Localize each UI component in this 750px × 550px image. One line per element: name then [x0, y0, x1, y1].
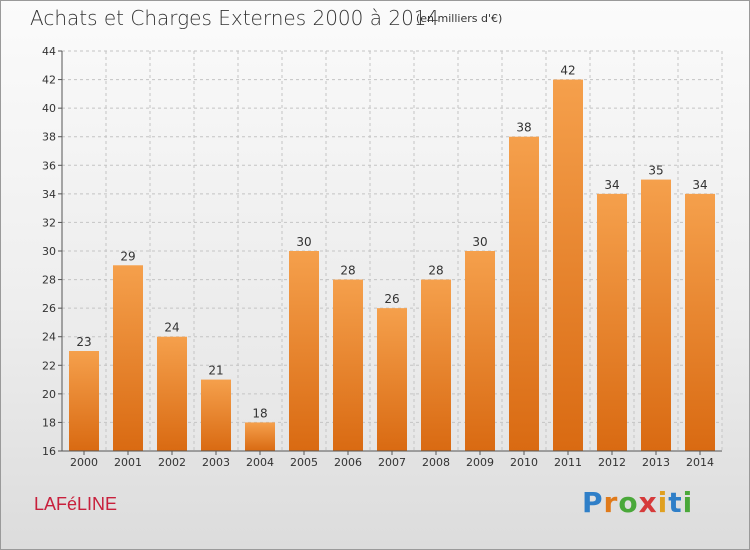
logo-letter: r [603, 486, 619, 519]
logo-letter: t [668, 486, 683, 519]
bar-2009 [465, 251, 495, 451]
chart-subtitle: (en milliers d'€) [416, 12, 503, 25]
bar-2013 [641, 179, 671, 452]
logo-letter: o [618, 486, 639, 519]
bar-2006 [333, 279, 363, 451]
data-label: 34 [692, 178, 707, 192]
data-label: 23 [76, 335, 91, 349]
data-label: 28 [340, 264, 355, 278]
x-tick-label: 2009 [466, 456, 494, 469]
x-tick-label: 2006 [334, 456, 362, 469]
x-tick-label: 2007 [378, 456, 406, 469]
commune-name: LAFéLINE [34, 494, 118, 514]
x-tick-label: 2010 [510, 456, 538, 469]
logo-letter: x [638, 486, 658, 519]
bar-2001 [113, 265, 143, 451]
data-label: 24 [164, 321, 179, 335]
bar-2008 [421, 279, 451, 451]
y-tick-label: 20 [42, 388, 56, 401]
axes: 16 18 20 22 24 26 28 30 32 34 36 38 40 42 44 2000 2001 20… [42, 45, 722, 469]
bar-2007 [377, 308, 407, 451]
data-label: 42 [560, 64, 575, 78]
x-tick-label: 2001 [114, 456, 142, 469]
y-tick-label: 24 [42, 331, 56, 344]
bar-2000 [69, 351, 99, 451]
data-label: 18 [252, 406, 267, 420]
x-tick-label: 2002 [158, 456, 186, 469]
data-label: 35 [648, 164, 663, 178]
bar-2012 [597, 193, 627, 451]
y-tick-label: 42 [42, 74, 56, 87]
bars: 23 29 24 21 18 30 28 26 28 30 38 42 34 35 34 [69, 64, 715, 452]
x-tick-label: 2011 [554, 456, 582, 469]
logo-letter: i [682, 486, 694, 519]
y-tick-label: 38 [42, 131, 56, 144]
bar-2002 [157, 336, 187, 451]
bar-2003 [201, 379, 231, 451]
y-tick-label: 44 [42, 45, 56, 58]
data-label: 26 [384, 292, 399, 306]
data-label: 30 [296, 235, 311, 249]
proxiti-logo: Proxiti [582, 486, 693, 519]
data-label: 28 [428, 264, 443, 278]
x-tick-label: 2012 [598, 456, 626, 469]
chart-title: Achats et Charges Externes 2000 à 2014 [30, 6, 440, 30]
y-tick-label: 34 [42, 188, 56, 201]
x-tick-label: 2003 [202, 456, 230, 469]
bar-2010 [509, 136, 539, 451]
y-tick-label: 30 [42, 245, 56, 258]
bar-2014 [685, 193, 715, 451]
y-tick-label: 18 [42, 416, 56, 429]
bar-2004 [245, 422, 275, 451]
data-label: 29 [120, 249, 135, 263]
y-tick-label: 40 [42, 102, 56, 115]
data-label: 34 [604, 178, 619, 192]
x-tick-label: 2004 [246, 456, 274, 469]
data-label: 38 [516, 121, 531, 135]
bar-2005 [289, 251, 319, 451]
x-tick-label: 2014 [686, 456, 714, 469]
x-tick-label: 2013 [642, 456, 670, 469]
y-tick-label: 36 [42, 159, 56, 172]
logo-letter: P [582, 486, 604, 519]
x-tick-label: 2008 [422, 456, 450, 469]
x-tick-label: 2005 [290, 456, 318, 469]
logo-letter: i [657, 486, 669, 519]
y-tick-label: 22 [42, 359, 56, 372]
bar-2011 [553, 79, 583, 452]
y-tick-label: 32 [42, 216, 56, 229]
x-tick-label: 2000 [70, 456, 98, 469]
y-tick-label: 16 [42, 445, 56, 458]
y-tick-label: 26 [42, 302, 56, 315]
data-label: 30 [472, 235, 487, 249]
data-label: 21 [208, 364, 223, 378]
y-tick-label: 28 [42, 274, 56, 287]
